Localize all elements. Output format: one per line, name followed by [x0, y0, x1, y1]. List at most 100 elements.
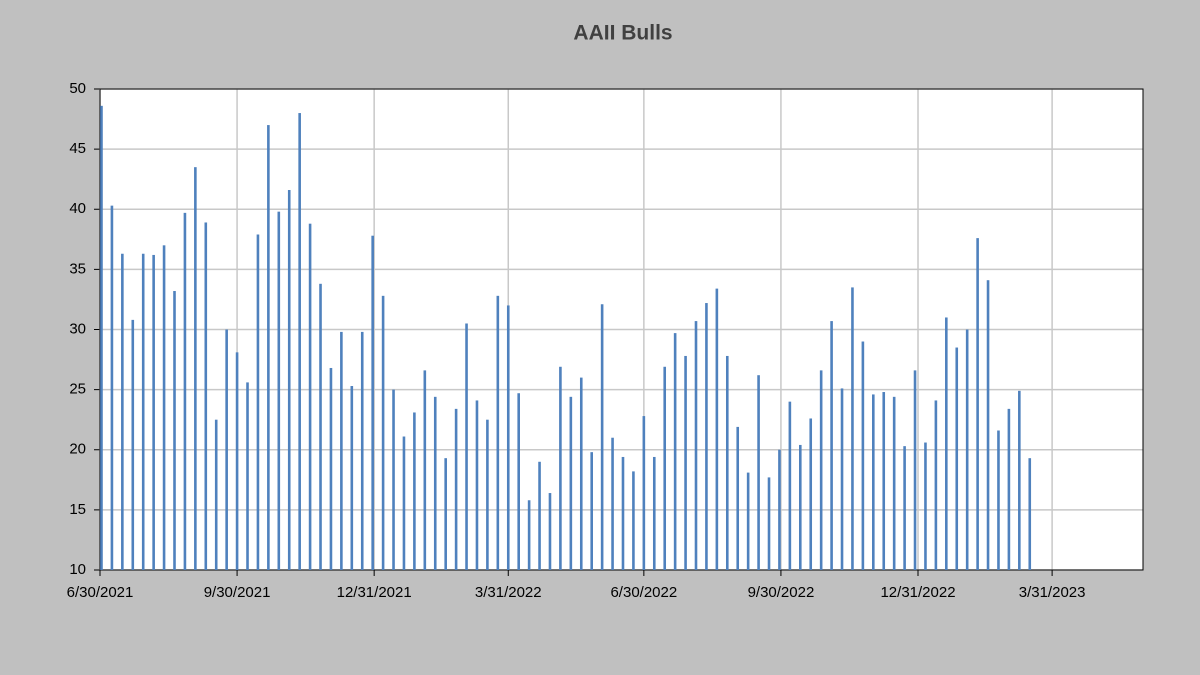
y-tick-label: 20: [69, 441, 86, 458]
bar: [799, 444, 802, 570]
bar: [934, 400, 938, 570]
bar: [256, 234, 260, 570]
bar: [725, 355, 729, 570]
x-tick-label: 6/30/2022: [610, 584, 677, 601]
bar: [673, 333, 677, 570]
bar: [757, 375, 760, 570]
bar: [152, 254, 155, 570]
y-tick-label: 10: [69, 561, 86, 578]
bar: [214, 419, 218, 570]
bar: [830, 321, 833, 570]
bar: [444, 458, 447, 570]
y-tick-label: 30: [69, 320, 86, 337]
bar: [496, 295, 500, 570]
bar: [569, 396, 573, 570]
bar: [413, 412, 416, 570]
bar: [371, 235, 374, 570]
bar: [454, 408, 458, 570]
y-tick-label: 25: [69, 381, 86, 398]
bar: [517, 393, 520, 570]
y-tick-label: 45: [69, 140, 86, 157]
bar: [360, 331, 364, 570]
bar: [173, 291, 176, 570]
bar: [1007, 408, 1011, 570]
bar: [559, 366, 562, 570]
bar: [475, 400, 479, 570]
bar: [694, 321, 698, 570]
bar: [267, 125, 270, 570]
bar: [621, 456, 625, 570]
x-tick-label: 12/31/2022: [880, 584, 955, 601]
bar: [298, 113, 301, 571]
bar: [913, 370, 917, 570]
bar: [538, 461, 541, 570]
bar: [381, 295, 385, 570]
bar: [892, 396, 896, 570]
bar: [548, 493, 552, 570]
bar: [788, 401, 792, 570]
bar: [141, 253, 145, 570]
x-tick-label: 9/30/2022: [748, 584, 815, 601]
y-tick-label: 40: [69, 200, 86, 217]
bar: [965, 329, 969, 570]
bar: [392, 389, 395, 570]
bar: [924, 442, 927, 570]
bar: [277, 211, 281, 570]
bar: [903, 446, 906, 570]
bar: [632, 471, 635, 570]
x-tick-label: 6/30/2021: [67, 584, 134, 601]
bar: [778, 449, 781, 570]
bar: [611, 437, 614, 570]
bar: [600, 304, 604, 570]
y-tick-label: 15: [69, 501, 86, 518]
bar: [423, 370, 427, 570]
bar: [997, 430, 1000, 570]
bar: [465, 323, 468, 570]
bar: [986, 280, 990, 570]
bar: [590, 452, 593, 570]
bar: [767, 477, 771, 570]
bar: [235, 352, 239, 570]
bar: [100, 105, 103, 571]
bar: [976, 238, 979, 571]
bar: [809, 418, 813, 570]
bar: [1028, 458, 1032, 570]
bar: [955, 347, 959, 570]
chart-title: AAII Bulls: [573, 22, 672, 45]
x-tick-label: 9/30/2021: [204, 584, 271, 601]
bar: [204, 222, 208, 571]
y-tick-label: 35: [69, 260, 86, 277]
bar: [506, 305, 510, 570]
bar: [684, 355, 687, 570]
bar: [819, 370, 823, 570]
bar: [308, 223, 312, 570]
bar: [1018, 390, 1021, 570]
bar: [579, 377, 583, 570]
y-tick-label: 50: [69, 80, 86, 97]
bar: [642, 416, 646, 570]
bar: [736, 426, 740, 570]
bar: [705, 303, 708, 570]
plot-border: [99, 88, 1144, 571]
bar: [194, 167, 197, 570]
bar: [329, 367, 333, 570]
bar: [287, 190, 291, 570]
x-tick-label: 3/31/2023: [1019, 584, 1086, 601]
bar: [746, 472, 750, 570]
bar: [882, 392, 886, 570]
bar: [527, 500, 531, 570]
bar: [225, 329, 228, 570]
bar: [340, 331, 343, 570]
bar: [872, 394, 875, 570]
bar: [162, 245, 166, 570]
bar: [319, 283, 322, 570]
bar: [840, 388, 844, 570]
bar: [402, 436, 406, 570]
bar: [131, 319, 135, 570]
bar: [652, 456, 656, 570]
bar: [110, 205, 114, 570]
x-tick-label: 3/31/2022: [475, 584, 542, 601]
bar: [486, 419, 489, 570]
bar: [861, 341, 865, 570]
